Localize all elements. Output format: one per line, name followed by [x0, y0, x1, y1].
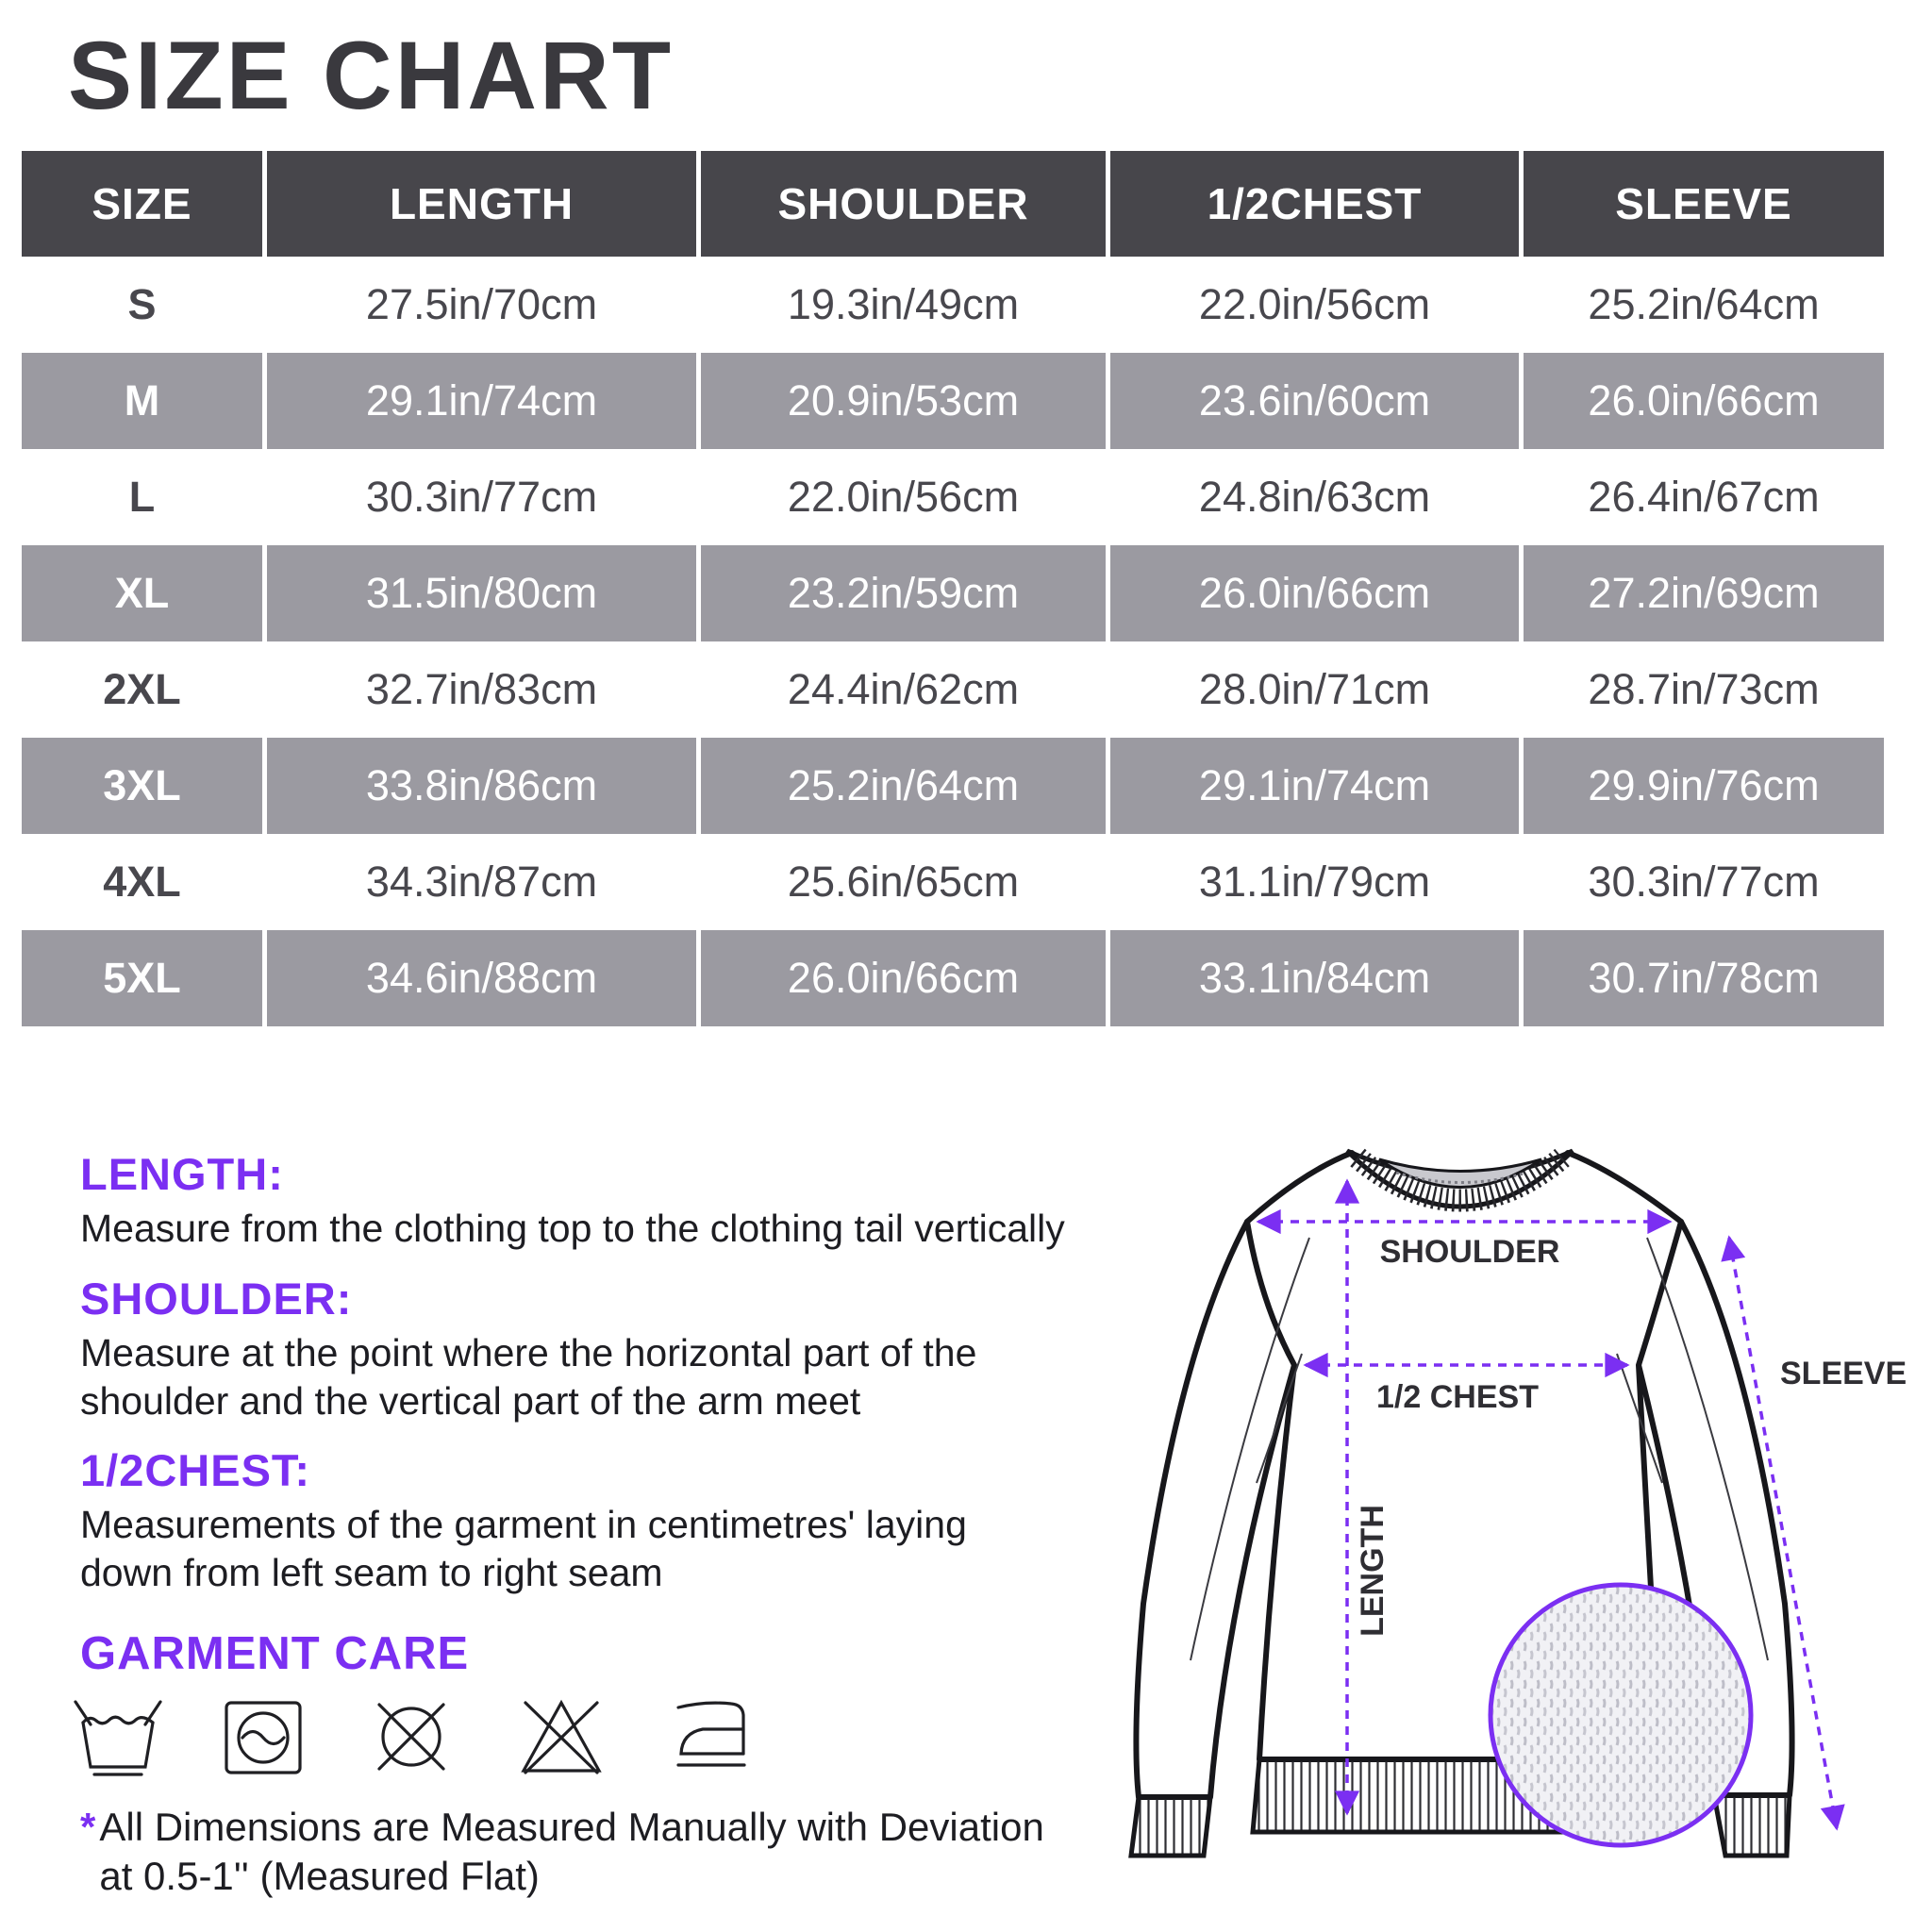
table-cell: 25.2in/64cm — [1524, 257, 1884, 353]
table-cell: XL — [22, 545, 262, 641]
page-title: SIZE CHART — [68, 22, 674, 129]
table-cell: 33.1in/84cm — [1110, 930, 1519, 1026]
table-cell: 26.4in/67cm — [1524, 449, 1884, 545]
column-header-length: LENGTH — [267, 151, 696, 257]
garment-care-heading: GARMENT CARE — [80, 1628, 470, 1679]
table-cell: 33.8in/86cm — [267, 738, 696, 834]
table-cell: 24.8in/63cm — [1110, 449, 1519, 545]
iron-icon — [673, 1695, 756, 1778]
sweater-measurement-diagram: SHOULDER 1/2 CHEST LENGTH SLEEVE — [1128, 1148, 1907, 1858]
definition-shoulder: SHOULDER: Measure at the point where the… — [80, 1272, 1278, 1425]
table-cell: 22.0in/56cm — [1110, 257, 1519, 353]
shoulder-label: SHOULDER — [1380, 1234, 1560, 1270]
table-cell: 28.0in/71cm — [1110, 641, 1519, 738]
table-cell: 3XL — [22, 738, 262, 834]
right-cuff-ribbing — [1710, 1792, 1792, 1858]
definition-length: LENGTH: Measure from the clothing top to… — [80, 1147, 1278, 1253]
footnote-asterisk: * — [80, 1805, 96, 1849]
table-cell: 23.6in/60cm — [1110, 353, 1519, 449]
table-cell: 29.1in/74cm — [1110, 738, 1519, 834]
column-header-chest: 1/2CHEST — [1110, 151, 1519, 257]
machine-wash-icon — [222, 1695, 305, 1778]
table-cell: 26.0in/66cm — [701, 930, 1106, 1026]
footnote-text: All Dimensions are Measured Manually wit… — [99, 1805, 1044, 1898]
table-cell: 28.7in/73cm — [1524, 641, 1884, 738]
definition-text: Measurements of the garment in centimetr… — [80, 1503, 967, 1594]
do-not-bleach-icon — [512, 1695, 610, 1778]
garment-care-icons — [74, 1695, 854, 1778]
fabric-detail-circle — [1488, 1582, 1754, 1848]
sleeve-arrow — [1721, 1235, 1845, 1831]
definition-half-chest: 1/2CHEST: Measurements of the garment in… — [80, 1443, 1278, 1597]
definition-term: 1/2CHEST: — [80, 1445, 311, 1495]
table-cell: 34.3in/87cm — [267, 834, 696, 930]
table-cell: 22.0in/56cm — [701, 449, 1106, 545]
column-header-shoulder: SHOULDER — [701, 151, 1106, 257]
table-cell: 26.0in/66cm — [1110, 545, 1519, 641]
table-cell: 25.2in/64cm — [701, 738, 1106, 834]
definition-text: Measure at the point where the horizonta… — [80, 1331, 977, 1423]
measurement-arrows — [1256, 1178, 1845, 1831]
measurement-definitions: LENGTH: Measure from the clothing top to… — [74, 1147, 1278, 1901]
table-cell: 2XL — [22, 641, 262, 738]
table-cell: M — [22, 353, 262, 449]
table-cell: 4XL — [22, 834, 262, 930]
table-cell: 27.5in/70cm — [267, 257, 696, 353]
column-header-sleeve: SLEEVE — [1524, 151, 1884, 257]
table-cell: 23.2in/59cm — [701, 545, 1106, 641]
table-cell: S — [22, 257, 262, 353]
measurement-footnote: * All Dimensions are Measured Manually w… — [80, 1803, 1278, 1901]
table-cell: 30.3in/77cm — [267, 449, 696, 545]
table-cell: 27.2in/69cm — [1524, 545, 1884, 641]
table-cell: 29.1in/74cm — [267, 353, 696, 449]
half-chest-label: 1/2 CHEST — [1376, 1379, 1539, 1415]
table-cell: L — [22, 449, 262, 545]
table-cell: 19.3in/49cm — [701, 257, 1106, 353]
definition-term: SHOULDER: — [80, 1274, 353, 1324]
collar — [1345, 1148, 1574, 1212]
table-cell: 20.9in/53cm — [701, 353, 1106, 449]
definition-text: Measure from the clothing top to the clo… — [80, 1207, 1065, 1250]
table-cell: 31.1in/79cm — [1110, 834, 1519, 930]
table-cell: 24.4in/62cm — [701, 641, 1106, 738]
table-cell: 5XL — [22, 930, 262, 1026]
table-cell: 32.7in/83cm — [267, 641, 696, 738]
definition-term: LENGTH: — [80, 1149, 284, 1199]
table-cell: 29.9in/76cm — [1524, 738, 1884, 834]
table-cell: 34.6in/88cm — [267, 930, 696, 1026]
table-cell: 25.6in/65cm — [701, 834, 1106, 930]
do-not-dry-clean-icon — [371, 1695, 452, 1778]
wash-tub-icon — [69, 1695, 167, 1778]
size-table: SIZE LENGTH SHOULDER 1/2CHEST SLEEVE S 2… — [22, 151, 1884, 1026]
table-cell: 30.3in/77cm — [1524, 834, 1884, 930]
column-header-size: SIZE — [22, 151, 262, 257]
left-cuff-ribbing — [1128, 1794, 1213, 1858]
table-cell: 31.5in/80cm — [267, 545, 696, 641]
table-cell: 26.0in/66cm — [1524, 353, 1884, 449]
length-label: LENGTH — [1355, 1505, 1391, 1637]
table-cell: 30.7in/78cm — [1524, 930, 1884, 1026]
sleeve-label: SLEEVE — [1780, 1356, 1907, 1391]
